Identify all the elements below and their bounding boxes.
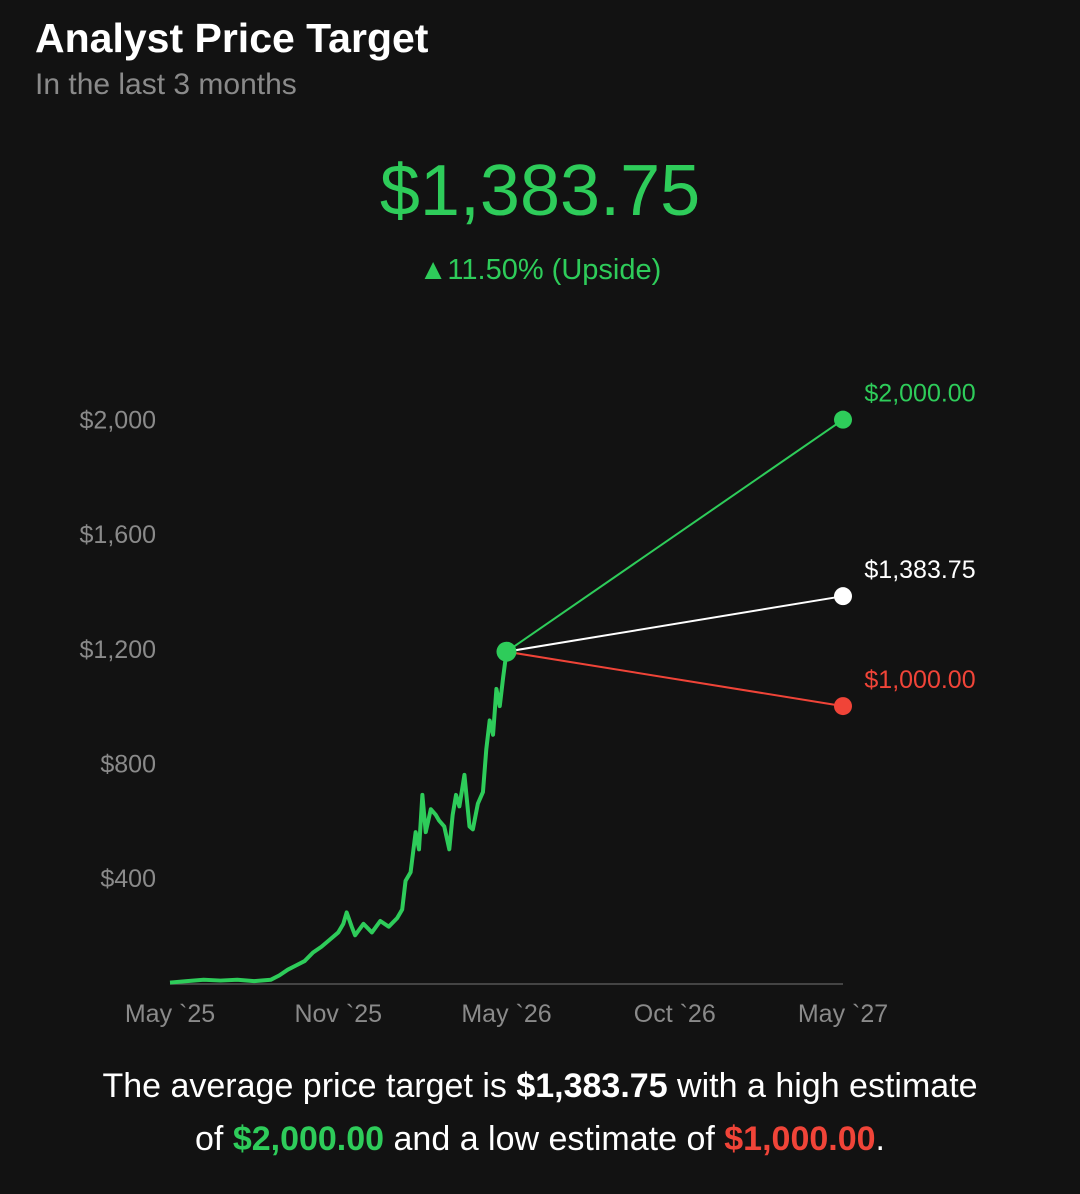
summary-text: of <box>195 1120 233 1158</box>
current-dot <box>496 641 517 662</box>
y-tick-label: $1,600 <box>80 521 156 549</box>
y-tick-label: $800 <box>100 750 156 778</box>
target-line <box>506 650 844 708</box>
target-line <box>505 418 844 653</box>
summary-text: The average price target is <box>102 1067 516 1105</box>
target-label: $1,000.00 <box>864 666 975 694</box>
target-label: $2,000.00 <box>864 380 975 408</box>
subtitle: In the last 3 months <box>35 68 297 101</box>
x-tick-label: Oct `26 <box>634 1000 716 1028</box>
target-dot <box>834 697 852 716</box>
summary-high: $2,000.00 <box>233 1120 384 1158</box>
summary-line: The average price target is $1,383.75 wi… <box>102 1067 977 1105</box>
change: ▲11.50% (Upside) <box>419 254 662 286</box>
summary-text: and a low estimate of <box>384 1120 724 1158</box>
target-label: $1,383.75 <box>864 556 975 584</box>
x-tick-label: May `27 <box>798 1000 888 1028</box>
y-tick-label: $2,000 <box>80 407 156 435</box>
x-tick-label: May `25 <box>125 1000 215 1028</box>
y-tick-label: $1,200 <box>80 636 156 664</box>
plot: $400 $800 $1,200 $1,600 $2,000 May `25 Nov `25… <box>80 380 976 1028</box>
price: $1,383.75 <box>380 151 700 231</box>
summary-text: with a high estimate <box>668 1067 978 1105</box>
y-tick-label: $400 <box>100 865 156 893</box>
target-dot <box>834 410 852 429</box>
summary-average: $1,383.75 <box>516 1067 667 1105</box>
summary-line: of $2,000.00 and a low estimate of $1,00… <box>195 1120 885 1158</box>
target-line <box>506 595 844 653</box>
price-line <box>169 651 509 985</box>
title: Analyst Price Target <box>35 15 429 61</box>
summary-text: . <box>876 1120 885 1158</box>
x-tick-label: Nov `25 <box>294 1000 382 1028</box>
summary-low: $1,000.00 <box>724 1120 875 1158</box>
target-dot <box>834 587 852 606</box>
x-tick-label: May `26 <box>461 1000 551 1028</box>
